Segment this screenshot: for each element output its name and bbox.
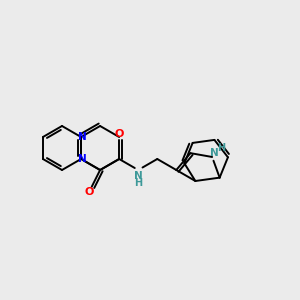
Text: N: N [78, 154, 86, 164]
Text: N: N [210, 148, 218, 158]
Text: O: O [115, 129, 124, 139]
Text: O: O [84, 187, 94, 197]
Text: H: H [134, 178, 142, 188]
Text: N: N [134, 171, 142, 181]
Text: H: H [217, 143, 225, 153]
Text: N: N [78, 132, 86, 142]
